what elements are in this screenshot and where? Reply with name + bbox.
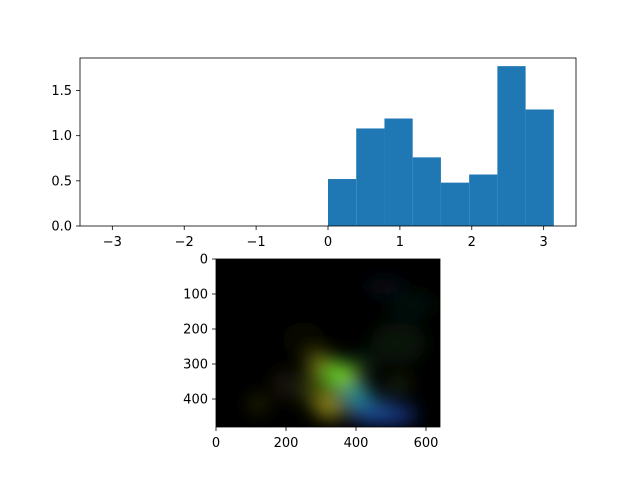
image-content bbox=[251, 278, 437, 425]
histogram-bar bbox=[497, 66, 526, 227]
histogram-bar bbox=[525, 109, 554, 226]
image-blob bbox=[317, 392, 339, 420]
x-tick-label: 400 bbox=[344, 436, 369, 451]
x-tick-label: −1 bbox=[247, 235, 266, 250]
histogram-bar bbox=[412, 157, 441, 226]
y-tick-label: 1.0 bbox=[51, 129, 72, 144]
image-blob bbox=[363, 278, 405, 296]
y-tick-label: 400 bbox=[183, 393, 208, 408]
histogram-bar bbox=[384, 118, 413, 226]
x-tick-label: −2 bbox=[175, 235, 194, 250]
x-tick-label: 2 bbox=[468, 235, 476, 250]
histogram-bars bbox=[328, 66, 554, 227]
image-blob bbox=[387, 290, 437, 319]
image-blob bbox=[356, 397, 391, 415]
histogram-axes: −3 −2 −1 0 1 2 3 0.0 0.5 1.0 1.5 bbox=[51, 57, 577, 250]
y-tick-label: 1.5 bbox=[51, 84, 72, 99]
y-tick-label: 300 bbox=[183, 358, 208, 373]
image-x-ticks: 0 200 400 600 bbox=[212, 427, 439, 451]
y-tick-label: 0.5 bbox=[51, 174, 72, 189]
image-blob bbox=[352, 355, 374, 373]
histogram-y-ticks: 0.0 0.5 1.0 1.5 bbox=[51, 84, 80, 235]
x-tick-label: 200 bbox=[274, 436, 299, 451]
x-tick-label: 0 bbox=[324, 235, 332, 250]
x-tick-label: −3 bbox=[103, 235, 122, 250]
y-tick-label: 100 bbox=[183, 288, 208, 303]
histogram-bar bbox=[328, 179, 357, 226]
image-blob bbox=[251, 395, 265, 413]
histogram-bar bbox=[469, 174, 498, 226]
y-tick-label: 0.0 bbox=[51, 220, 72, 235]
image-blob bbox=[384, 376, 412, 394]
y-tick-label: 200 bbox=[183, 323, 208, 338]
histogram-bar bbox=[356, 128, 385, 226]
x-tick-label: 0 bbox=[212, 436, 220, 451]
y-tick-label: 0 bbox=[200, 253, 208, 268]
x-tick-label: 600 bbox=[414, 436, 439, 451]
x-tick-label: 3 bbox=[540, 235, 548, 250]
image-blob bbox=[370, 322, 426, 364]
image-blob bbox=[282, 322, 325, 357]
image-frame bbox=[215, 258, 441, 428]
image-axes: 0 200 400 600 0 100 200 300 400 bbox=[183, 253, 441, 451]
image-blob bbox=[337, 367, 354, 389]
histogram-bar bbox=[440, 182, 470, 226]
x-tick-label: 1 bbox=[396, 235, 404, 250]
histogram-x-ticks: −3 −2 −1 0 1 2 3 bbox=[103, 226, 548, 250]
image-blob bbox=[272, 369, 300, 401]
image-y-ticks: 0 100 200 300 400 bbox=[183, 253, 216, 408]
